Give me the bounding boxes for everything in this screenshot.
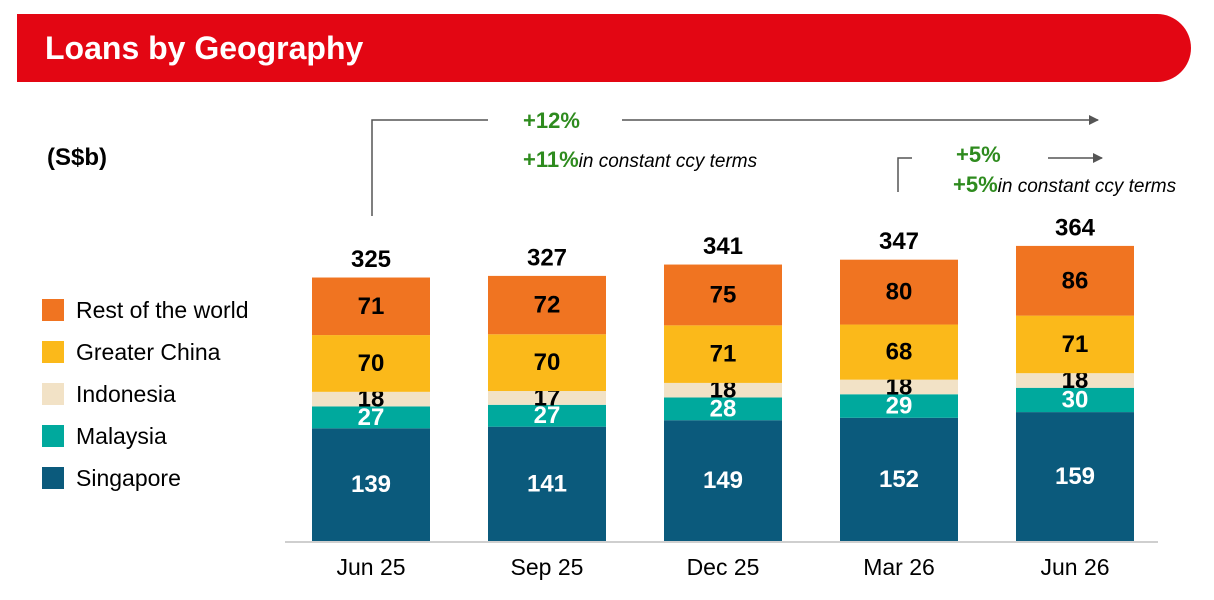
legend-swatch-greater-china	[42, 341, 64, 363]
legend-label-indonesia: Indonesia	[76, 381, 176, 407]
x-tick-label-dec-25: Dec 25	[687, 554, 760, 580]
bar-segment-indonesia-mar-26	[840, 379, 958, 395]
data-label-rest-of-the-world-jun-25: 71	[358, 293, 385, 320]
data-label-malaysia-sep-25: 27	[534, 402, 561, 429]
bar-segment-greater-china-jun-26	[1016, 315, 1134, 374]
data-label-singapore-sep-25: 141	[527, 470, 567, 497]
bar-segment-greater-china-jun-25	[312, 335, 430, 392]
data-label-greater-china-jun-26: 71	[1062, 331, 1089, 358]
growth-long-constant-value: +11%	[523, 147, 579, 172]
total-label-jun-26: 364	[1055, 214, 1096, 241]
bar-segment-singapore-dec-25	[664, 420, 782, 541]
growth-bracket-short	[897, 153, 1103, 192]
legend-label-greater-china: Greater China	[76, 339, 221, 365]
data-label-greater-china-dec-25: 71	[710, 341, 737, 368]
growth-bracket-long	[371, 115, 1099, 216]
bar-segment-indonesia-dec-25	[664, 382, 782, 398]
total-label-jun-25: 325	[351, 246, 391, 273]
data-label-singapore-jun-25: 139	[351, 471, 391, 498]
data-label-singapore-jun-26: 159	[1055, 463, 1095, 490]
legend-swatch-indonesia	[42, 383, 64, 405]
bar-segment-greater-china-dec-25	[664, 325, 782, 383]
growth-long-nominal: +12%	[523, 108, 580, 134]
x-tick-label-mar-26: Mar 26	[863, 554, 935, 580]
bar-segment-malaysia-sep-25	[488, 404, 606, 427]
bar-segment-indonesia-jun-26	[1016, 373, 1134, 388]
bar-segment-rest-of-the-world-mar-26	[840, 259, 958, 325]
growth-short-constant-note: in constant ccy terms	[997, 176, 1177, 197]
bar-segment-malaysia-dec-25	[664, 397, 782, 421]
x-tick-label-jun-25: Jun 25	[336, 554, 405, 580]
data-label-greater-china-jun-25: 70	[358, 350, 385, 377]
growth-long-nominal-value: +12%	[523, 108, 580, 133]
data-label-rest-of-the-world-jun-26: 86	[1062, 267, 1089, 294]
data-label-malaysia-mar-26: 29	[886, 393, 913, 420]
unit-label: (S$b)	[47, 144, 107, 171]
legend-label-singapore: Singapore	[76, 465, 181, 491]
legend-swatch-malaysia	[42, 425, 64, 447]
total-label-sep-25: 327	[527, 244, 567, 271]
x-tick-label-jun-26: Jun 26	[1040, 554, 1109, 580]
data-label-malaysia-dec-25: 28	[710, 395, 737, 422]
bar-segment-rest-of-the-world-jun-25	[312, 277, 430, 336]
data-label-rest-of-the-world-mar-26: 80	[886, 279, 913, 306]
data-label-singapore-dec-25: 149	[703, 467, 743, 494]
data-label-greater-china-sep-25: 70	[534, 349, 561, 376]
bar-segment-indonesia-sep-25	[488, 391, 606, 405]
growth-short-constant: +5%in constant ccy terms	[953, 172, 1176, 198]
page-title: Loans by Geography	[45, 30, 364, 66]
bar-segment-rest-of-the-world-sep-25	[488, 275, 606, 335]
bar-segment-rest-of-the-world-dec-25	[664, 264, 782, 326]
data-label-malaysia-jun-26: 30	[1062, 386, 1089, 413]
bar-segment-singapore-jun-26	[1016, 412, 1134, 541]
bar-segment-malaysia-mar-26	[840, 394, 958, 418]
total-label-mar-26: 347	[879, 228, 919, 255]
bar-segment-rest-of-the-world-jun-26	[1016, 245, 1134, 316]
total-label-dec-25: 341	[703, 233, 743, 260]
x-tick-label-sep-25: Sep 25	[511, 554, 584, 580]
data-label-singapore-mar-26: 152	[879, 466, 919, 493]
data-label-greater-china-mar-26: 68	[886, 339, 913, 366]
bar-segment-singapore-sep-25	[488, 426, 606, 541]
legend-label-malaysia: Malaysia	[76, 423, 167, 449]
legend-swatch-rest-of-world	[42, 299, 64, 321]
bar-segment-singapore-mar-26	[840, 417, 958, 541]
legend-label-rest-of-world: Rest of the world	[76, 297, 249, 323]
bar-segment-greater-china-mar-26	[840, 324, 958, 380]
growth-short-nominal: +5%	[956, 142, 1001, 168]
bracket-line-long-left	[371, 119, 488, 216]
legend-swatch-singapore	[42, 467, 64, 489]
bar-segment-malaysia-jun-25	[312, 406, 430, 429]
bar-segment-singapore-jun-25	[312, 428, 430, 541]
growth-long-constant: +11%in constant ccy terms	[523, 147, 757, 173]
bar-segment-indonesia-jun-25	[312, 391, 430, 407]
title-banner: Loans by Geography	[17, 14, 1191, 82]
data-label-rest-of-the-world-dec-25: 75	[710, 281, 737, 308]
data-label-malaysia-jun-25: 27	[358, 404, 385, 431]
bracket-line-short-left	[897, 157, 912, 192]
growth-short-constant-value: +5%	[953, 172, 998, 197]
growth-short-nominal-value: +5%	[956, 142, 1001, 167]
bar-segment-greater-china-sep-25	[488, 334, 606, 392]
data-label-rest-of-the-world-sep-25: 72	[534, 292, 561, 319]
bar-segment-malaysia-jun-26	[1016, 387, 1134, 413]
growth-long-constant-note: in constant ccy terms	[578, 151, 758, 172]
